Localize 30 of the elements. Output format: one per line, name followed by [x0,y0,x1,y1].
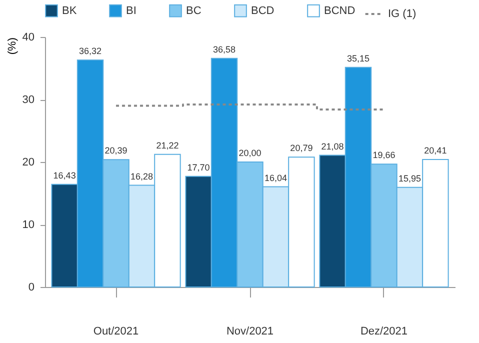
y-tick-label: 40 [22,32,34,44]
y-tick-label: 30 [22,94,34,106]
x-tick-label: Dez/2021 [360,326,408,338]
x-tick-label: Nov/2021 [226,326,274,338]
data-label: 16,04 [264,172,287,183]
data-label: 16,28 [130,171,154,182]
data-label: 15,95 [398,173,421,184]
data-label: 36,32 [79,46,102,56]
legend-label: BI [126,4,136,17]
legend-label: BCD [251,4,274,17]
data-label: 20,41 [424,145,447,156]
legend-label: BK [62,4,78,17]
data-label: 20,79 [290,143,313,154]
data-label: 21,08 [321,141,344,152]
data-label: 21,22 [156,140,179,150]
data-label: 17,70 [187,162,210,172]
data-label: 36,58 [213,44,236,54]
legend-label: BC [186,4,202,17]
y-axis-title: (%) [6,38,18,55]
legend-label: BCND [324,4,356,17]
data-label: 20,39 [104,146,128,156]
data-label: 19,66 [372,150,396,160]
y-tick-label: 0 [28,282,34,294]
data-label: 16,43 [53,170,76,180]
data-label: 20,00 [238,148,262,158]
y-tick-label: 10 [22,219,34,231]
data-label: 35,15 [346,53,370,64]
x-tick-label: Out/2021 [93,326,139,338]
y-tick-label: 20 [22,156,34,168]
legend-label: IG (1) [388,8,416,20]
